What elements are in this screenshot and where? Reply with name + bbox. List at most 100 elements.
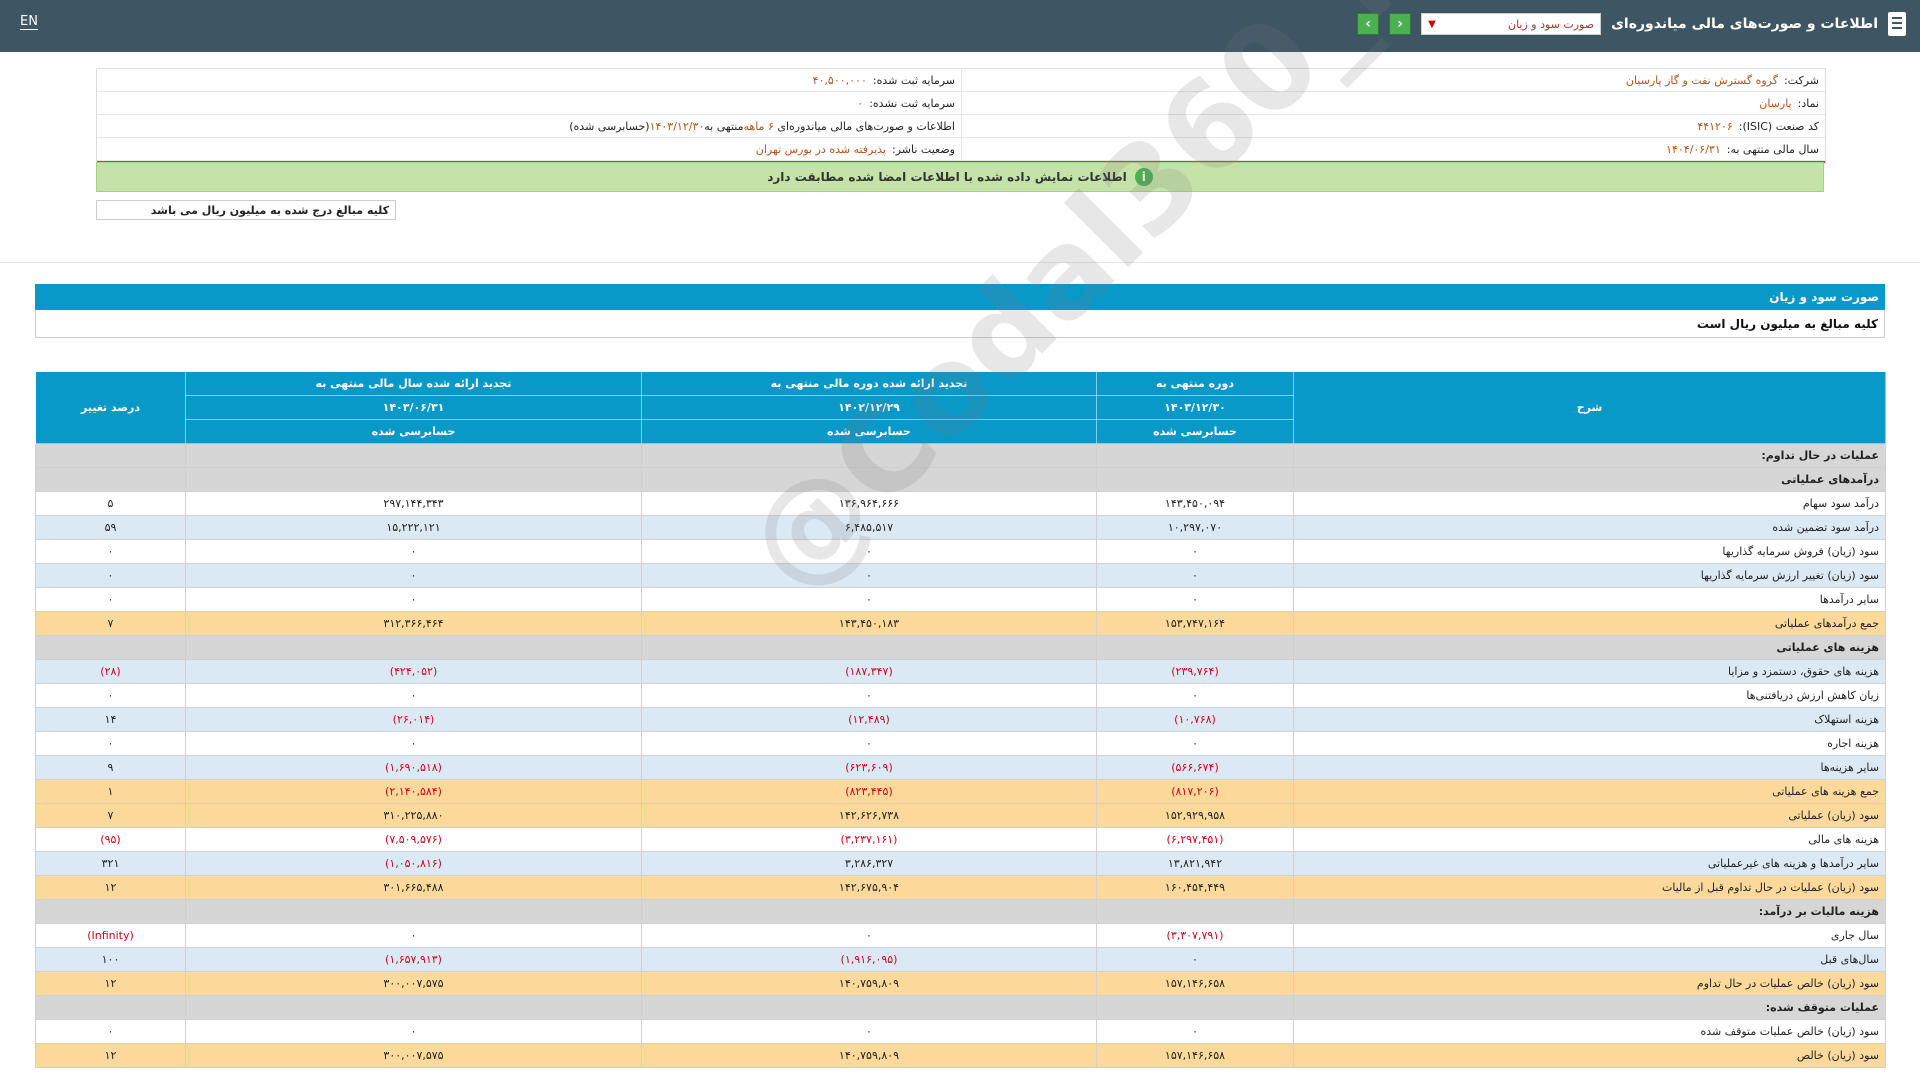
row-value: ۰ [185, 587, 642, 612]
row-value [185, 443, 642, 468]
row-description: سال جاری [1293, 923, 1886, 948]
row-value: ۳۰۱,۶۶۵,۴۸۸ [185, 875, 642, 900]
table-row: سایر درآمدها و هزینه های غیرعملیاتی ۱۳,۸۲… [35, 851, 1886, 876]
row-description: هزینه استهلاک [1293, 707, 1886, 732]
row-description: سود (زیان) خالص عملیات متوقف شده [1293, 1019, 1886, 1044]
table-row: هزینه استهلاک (۱۰,۷۶۸) (۱۲,۴۸۹) (۲۶,۰۱۴) ۱۴ [35, 707, 1886, 732]
row-description: سود (زیان) خالص عملیات در حال تداوم [1293, 971, 1886, 996]
row-description: درآمد سود سهام [1293, 491, 1886, 516]
row-value: ۱۴۲,۶۲۶,۷۳۸ [641, 803, 1097, 828]
row-value: ۱۰۰ [35, 947, 186, 972]
report-type-select[interactable]: صورت سود و زیان ▼ [1421, 13, 1602, 35]
row-value: (۲,۱۴۰,۵۸۴) [185, 779, 642, 804]
capital-unregistered-cell: سرمایه ثبت نشده: ۰ [97, 92, 961, 114]
table-row: سایر درآمدها ۰ ۰ ۰ ۰ [35, 587, 1886, 612]
verification-banner: i اطلاعات نمایش داده شده با اطلاعات امضا… [96, 162, 1824, 192]
header-description: شرح [1293, 371, 1886, 444]
row-value: ۱۴ [35, 707, 186, 732]
table-row: سال جاری (۳,۳۰۷,۷۹۱) ۰ ۰ (Infinity) [35, 923, 1886, 948]
row-value: (۱۲,۴۸۹) [641, 707, 1097, 732]
row-value: ۰ [1096, 731, 1294, 756]
row-value: ۵۹ [35, 515, 186, 540]
language-en-link[interactable]: EN [20, 14, 38, 30]
income-statement-table: شرح دوره منتهی به تجدید ارائه شده دوره م… [35, 371, 1886, 1068]
row-value: ۰ [641, 539, 1097, 564]
table-row: هزینه اجاره ۰ ۰ ۰ ۰ [35, 731, 1886, 756]
row-value: ۱۵۲,۹۲۹,۹۵۸ [1096, 803, 1294, 828]
document-icon [1888, 12, 1906, 36]
row-value [35, 635, 186, 660]
symbol-value: پارسان [1759, 96, 1792, 110]
previous-report-button[interactable]: ‹ [1357, 13, 1380, 35]
company-label: شرکت: [1783, 73, 1819, 87]
header-title-group: اطلاعات و صورت‌های مالی میاندوره‌ای صورت… [1357, 12, 1906, 36]
company-cell: شرکت: گروه گسترش نفت و گاز پارسیان [961, 69, 1825, 91]
row-description: جمع درآمدهای عملیاتی [1293, 611, 1886, 636]
row-value: ۱۴۳,۴۵۰,۰۹۴ [1096, 491, 1294, 516]
row-value: ۳۱۰,۲۲۵,۸۸۰ [185, 803, 642, 828]
fiscal-year-cell: سال مالی منتهی به: ۱۴۰۴/۰۶/۳۱ [961, 138, 1825, 160]
report-desc-period: ۶ ماهه [743, 119, 774, 133]
row-value: ۱۴۰,۷۵۹,۸۰۹ [641, 971, 1097, 996]
row-value: (۱,۹۱۶,۰۹۵) [641, 947, 1097, 972]
row-value: ۰ [35, 1019, 186, 1044]
report-desc-prefix: اطلاعات و صورت‌های مالی میاندوره‌ای [777, 119, 955, 133]
row-value: (Infinity) [35, 923, 186, 948]
row-value [1096, 995, 1294, 1020]
row-value [1096, 443, 1294, 468]
row-value: ۰ [1096, 683, 1294, 708]
row-value: ۳۰۰,۰۰۷,۵۷۵ [185, 1043, 642, 1068]
section-subtitle: کلیه مبالغ به میلیون ریال است [35, 310, 1885, 338]
row-value [185, 899, 642, 924]
info-row: کد صنعت (ISIC): ۴۴۱۲۰۶ اطلاعات و صورت‌ها… [97, 115, 1825, 138]
table-row: درآمد سود سهام ۱۴۳,۴۵۰,۰۹۴ ۱۳۶,۹۶۴,۶۶۶ ۲۹۷,… [35, 491, 1886, 516]
row-value: ۱۴۲,۶۷۵,۹۰۴ [641, 875, 1097, 900]
row-description: عملیات در حال تداوم: [1293, 443, 1886, 468]
row-value: ۱۴۳,۴۵۰,۱۸۳ [641, 611, 1097, 636]
row-value [1096, 899, 1294, 924]
row-description: هزینه های عملیاتی [1293, 635, 1886, 660]
table-row: هزینه های مالی (۶,۲۹۷,۴۵۱) (۳,۲۳۷,۱۶۱) (۷,۵… [35, 827, 1886, 852]
row-value [641, 899, 1097, 924]
row-value: ۱۴۰,۷۵۹,۸۰۹ [641, 1043, 1097, 1068]
row-description: سایر درآمدها [1293, 587, 1886, 612]
table-row: سود (زیان) عملیات در حال تداوم قبل از ما… [35, 875, 1886, 900]
table-row: هزینه های عملیاتی [35, 635, 1886, 660]
row-value: ۱۲ [35, 875, 186, 900]
row-description: سایر درآمدها و هزینه های غیرعملیاتی [1293, 851, 1886, 876]
row-value: ۱۵۷,۱۴۶,۶۵۸ [1096, 971, 1294, 996]
row-value: (۳,۳۰۷,۷۹۱) [1096, 923, 1294, 948]
capital-unregistered-label: سرمایه ثبت نشده: [869, 96, 955, 110]
row-description: زیان کاهش ارزش دریافتنی‌ها [1293, 683, 1886, 708]
row-value [185, 995, 642, 1020]
row-description: درآمد سود تضمین شده [1293, 515, 1886, 540]
row-description: هزینه اجاره [1293, 731, 1886, 756]
row-value [185, 467, 642, 492]
row-value: ۰ [641, 731, 1097, 756]
table-body: عملیات در حال تداوم: درآمدهای عملیاتی درآم… [35, 443, 1886, 1068]
report-desc-status: (حسابرسی شده) [569, 119, 650, 133]
row-value: ۰ [35, 563, 186, 588]
header-status-restated-period: حسابرسی شده [641, 419, 1097, 444]
row-value: ۷ [35, 611, 186, 636]
row-value: ۰ [641, 563, 1097, 588]
row-value: (۱۸۷,۳۴۷) [641, 659, 1097, 684]
row-description: جمع هزینه های عملیاتی [1293, 779, 1886, 804]
chevron-right-icon: › [1397, 16, 1403, 32]
row-description: سال‌های قبل [1293, 947, 1886, 972]
row-value: ۰ [185, 923, 642, 948]
row-value [1096, 635, 1294, 660]
table-row: عملیات متوقف شده: [35, 995, 1886, 1020]
row-value [641, 467, 1097, 492]
row-value: (۱,۶۹۰,۵۱۸) [185, 755, 642, 780]
isic-label: کد صنعت (ISIC): [1738, 119, 1819, 133]
next-report-button[interactable]: › [1389, 13, 1412, 35]
row-value: (۵۶۶,۶۷۴) [1096, 755, 1294, 780]
header-status-period: حسابرسی شده [1096, 419, 1294, 444]
row-value: ۰ [1096, 539, 1294, 564]
row-description: سود (زیان) تغییر ارزش سرمایه گذاریها [1293, 563, 1886, 588]
row-value: (۸۱۷,۲۰۶) [1096, 779, 1294, 804]
row-value [185, 635, 642, 660]
row-value: ۰ [641, 587, 1097, 612]
row-value: ۳۱۲,۳۶۶,۴۶۴ [185, 611, 642, 636]
